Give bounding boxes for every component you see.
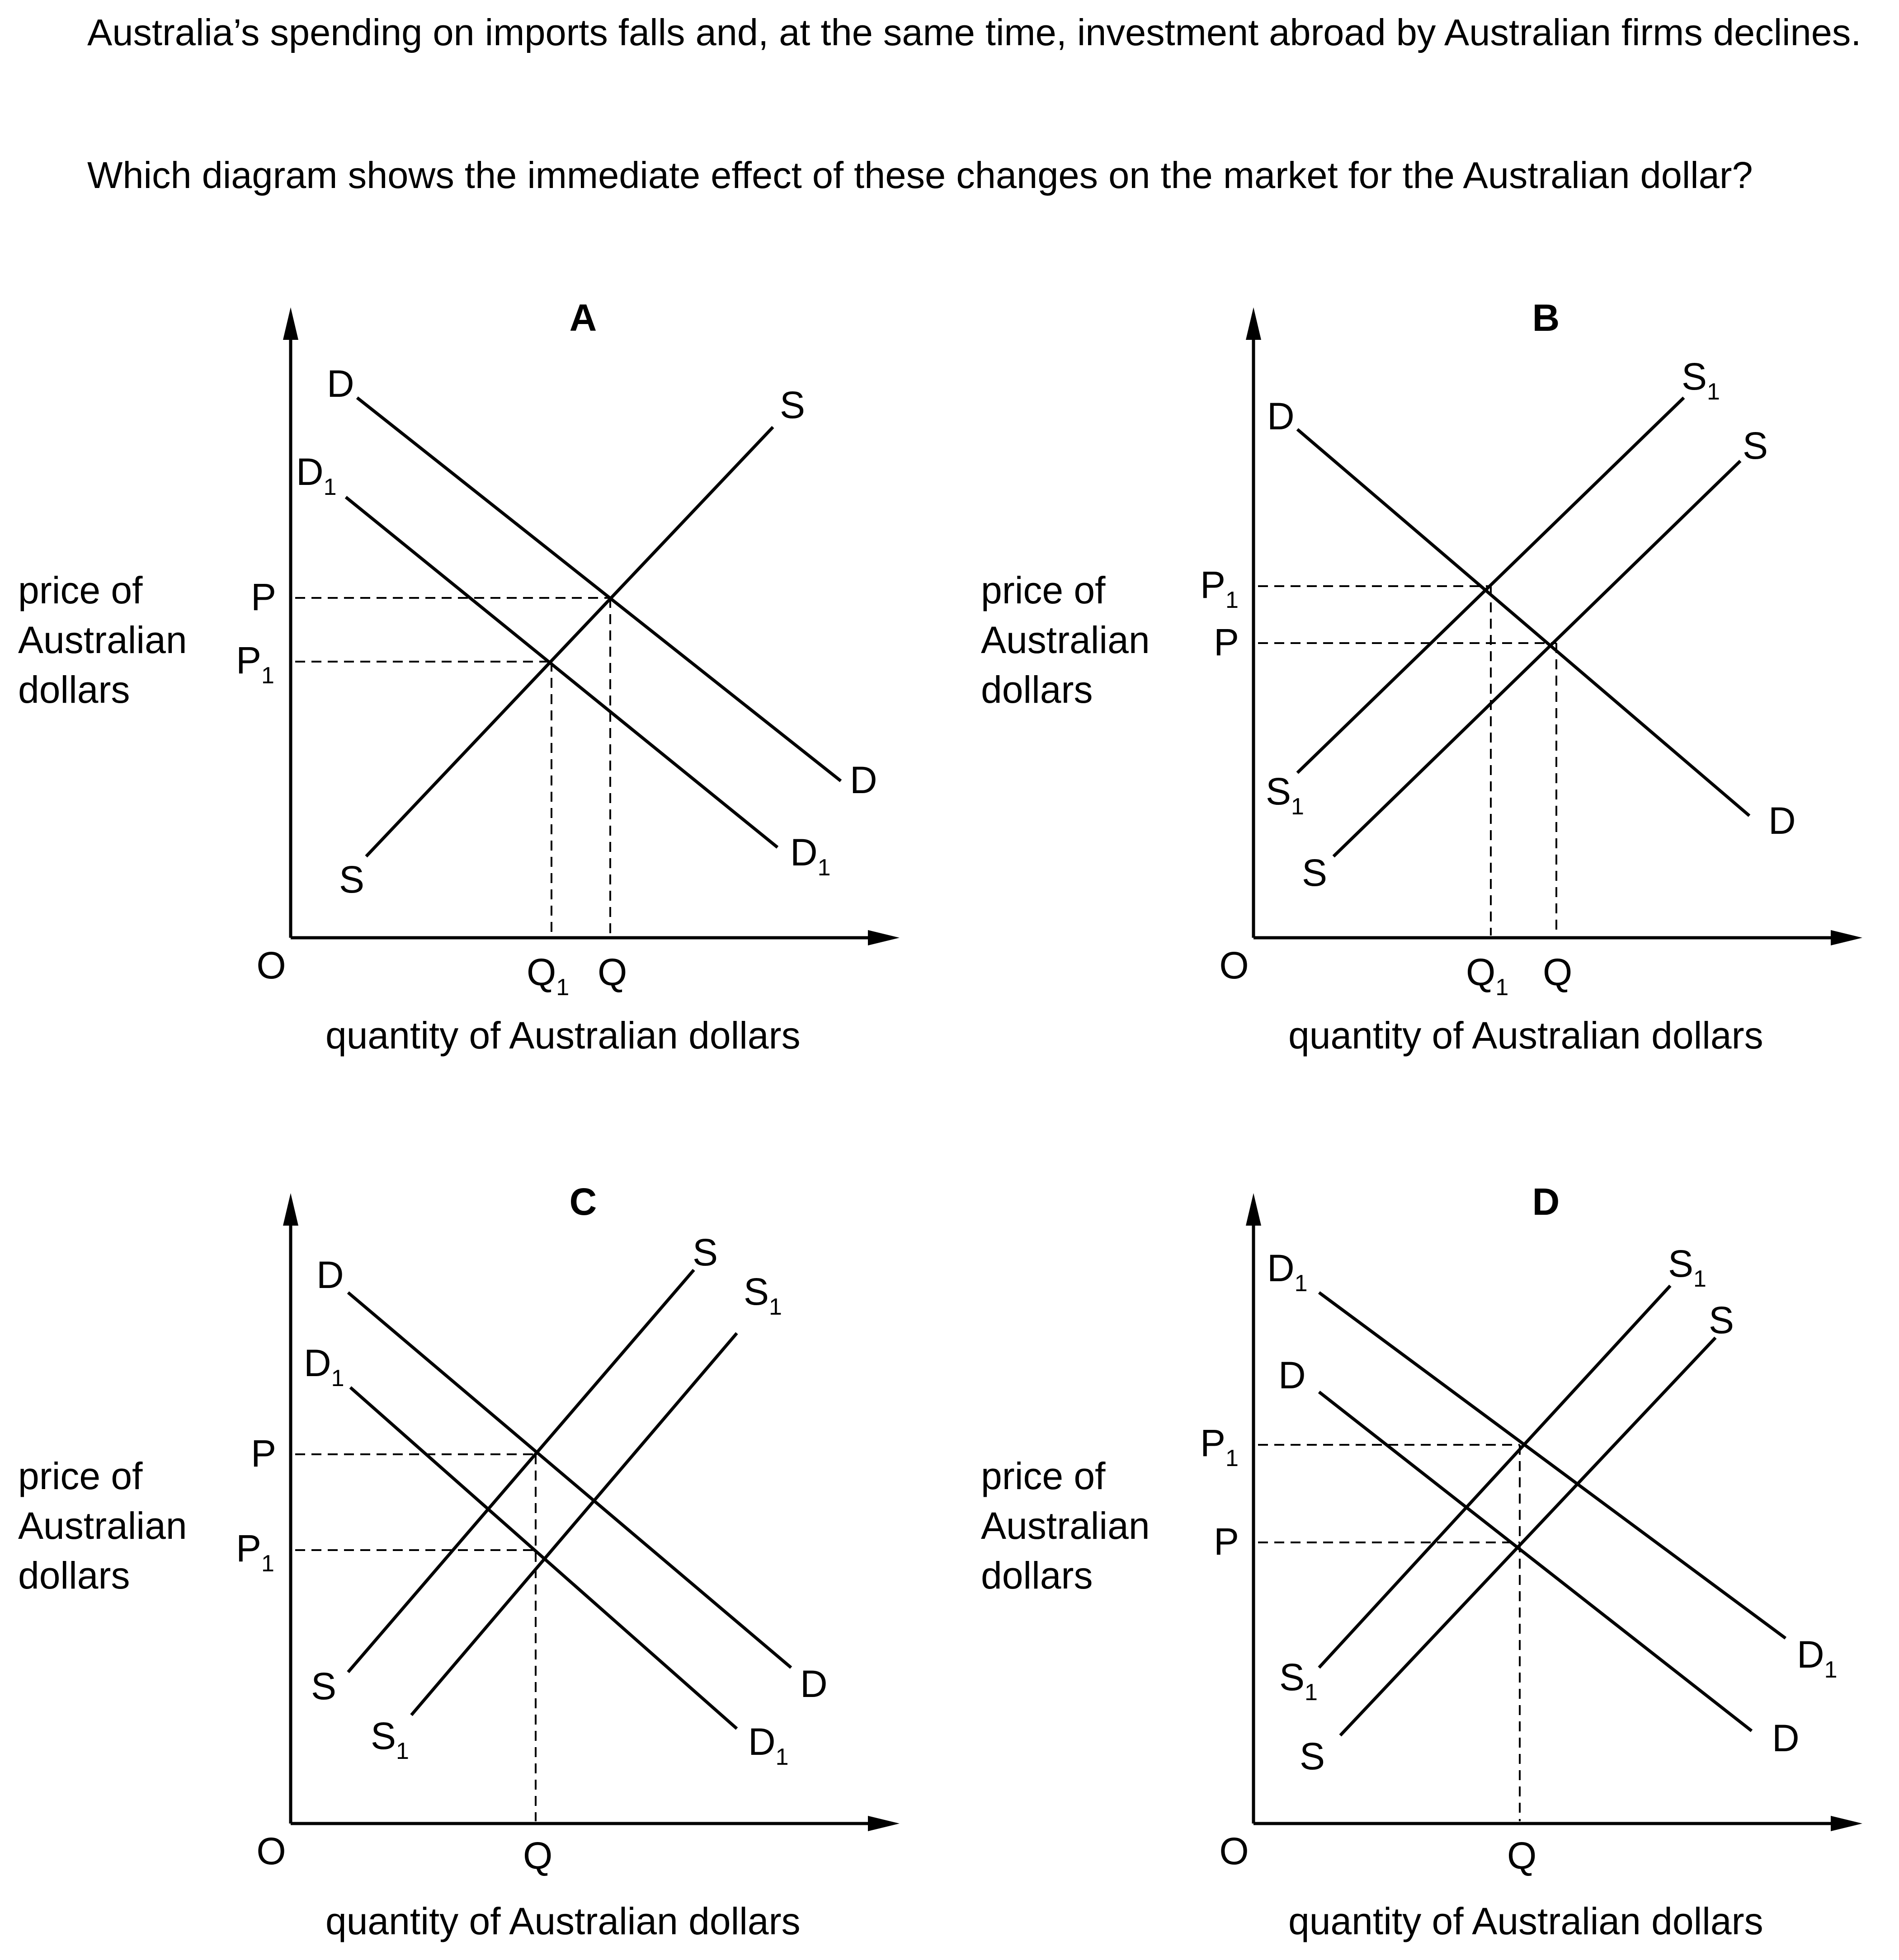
diagram-d-origin: O <box>1219 1830 1249 1872</box>
diagram-c-xlabel: quantity of Australian dollars <box>325 1900 801 1942</box>
diagram-b-quantity-label-q1: Q1 <box>1466 951 1508 1001</box>
diagram-b-supply-label-top: S <box>1743 424 1768 467</box>
diagram-b-price-label-p1: P1 <box>1200 564 1239 613</box>
diagram-c-supply1-label-top: S1 <box>744 1270 782 1320</box>
diagram-d-y-arrow <box>1246 1193 1261 1226</box>
diagram-c-demand-label-end: D <box>800 1663 828 1705</box>
diagram-a-supply-label-top: S <box>780 384 805 426</box>
diagram-a-supply-label-bottom: S <box>339 858 364 901</box>
diagram-b-price-label-p: P <box>1214 621 1239 663</box>
diagram-b-supply-curve <box>1332 460 1742 858</box>
diagram-d-demand1-label-top: D1 <box>1267 1247 1308 1297</box>
diagram-a-demand-curve <box>356 396 842 782</box>
diagram-c-price-label-p1: P1 <box>236 1527 274 1577</box>
diagram-d-demand1-label-end: D1 <box>1797 1633 1838 1683</box>
diagram-d-supply1-label-top: S1 <box>1668 1242 1706 1292</box>
diagram-a-quantity-label-q: Q <box>598 951 627 993</box>
diagram-b-supply1-label-top: S1 <box>1682 355 1720 405</box>
diagram-a: A price of Australian dollars quantity o… <box>18 296 900 1057</box>
diagram-b: B price of Australian dollars quantity o… <box>981 296 1862 1057</box>
diagram-c: C price of Australian dollars quantity o… <box>18 1180 900 1942</box>
diagram-b-y-arrow <box>1246 307 1261 340</box>
diagram-d-price-label-p1: P1 <box>1200 1422 1239 1471</box>
diagram-a-quantity-label-q1: Q1 <box>527 951 569 1001</box>
diagram-b-demand-label-top: D <box>1267 395 1295 437</box>
diagram-a-ylabel-2: Australian <box>18 619 187 661</box>
diagram-a-origin: O <box>256 944 286 987</box>
diagram-c-quantity-label-q: Q <box>523 1834 552 1877</box>
diagram-c-supply-label-bottom: S <box>311 1665 336 1707</box>
diagram-c-demand1-label-end: D1 <box>748 1720 789 1770</box>
diagram-c-supply-label-top: S <box>693 1231 718 1274</box>
diagram-a-y-arrow <box>283 307 298 340</box>
diagram-c-ylabel-1: price of <box>18 1455 143 1497</box>
question-premise: Australia’s spending on imports falls an… <box>87 11 1861 53</box>
diagram-b-ylabel-1: price of <box>981 569 1106 611</box>
diagram-c-supply1-label-bottom: S1 <box>371 1715 409 1764</box>
diagram-a-supply-curve <box>365 426 774 858</box>
diagram-d-quantity-label-q: Q <box>1507 1834 1536 1877</box>
diagram-a-demand-label-end: D <box>850 759 877 801</box>
diagram-c-supply-curve <box>347 1269 695 1673</box>
diagram-a-ylabel-3: dollars <box>18 668 130 711</box>
diagram-d-ylabel-2: Australian <box>981 1504 1150 1547</box>
question-prompt: Which diagram shows the immediate effect… <box>87 154 1753 196</box>
diagram-a-demand1-label-top: D1 <box>296 451 337 500</box>
diagram-d-supply-label-bottom: S <box>1300 1735 1325 1777</box>
diagram-b-x-arrow <box>1831 930 1862 945</box>
diagram-b-demand-label-end: D <box>1768 799 1796 842</box>
diagram-d-demand-curve <box>1318 1391 1753 1732</box>
diagram-c-origin: O <box>256 1830 286 1872</box>
diagram-a-demand1-curve <box>344 496 779 849</box>
diagram-b-xlabel: quantity of Australian dollars <box>1288 1014 1763 1057</box>
diagram-b-origin: O <box>1219 944 1249 987</box>
diagram-d-title: D <box>1532 1180 1560 1223</box>
diagram-d-price-label-p: P <box>1214 1520 1239 1563</box>
diagram-c-demand-label-top: D <box>316 1254 344 1296</box>
diagram-c-ylabel-3: dollars <box>18 1554 130 1597</box>
diagram-d-supply1-curve <box>1318 1284 1672 1669</box>
diagram-b-quantity-label-q: Q <box>1543 951 1572 993</box>
diagram-a-price-label-p: P <box>251 576 276 618</box>
diagram-d-demand-label-top: D <box>1278 1354 1306 1396</box>
diagram-a-demand-label-top: D <box>327 362 354 405</box>
diagram-d-demand-label-end: D <box>1772 1717 1800 1759</box>
diagram-a-x-arrow <box>868 930 900 945</box>
diagram-a-title: A <box>570 296 597 339</box>
diagram-d-demand1-curve <box>1318 1291 1787 1640</box>
diagram-c-ylabel-2: Australian <box>18 1504 187 1547</box>
diagram-c-demand1-label-top: D1 <box>304 1342 344 1391</box>
diagram-a-xlabel: quantity of Australian dollars <box>325 1014 801 1057</box>
diagram-b-title: B <box>1532 296 1560 339</box>
diagram-d: D price of Australian dollars quantity o… <box>981 1180 1862 1942</box>
diagram-d-x-arrow <box>1831 1816 1862 1831</box>
diagram-c-x-arrow <box>868 1816 900 1831</box>
diagram-d-supply1-label-bottom: S1 <box>1279 1656 1318 1706</box>
diagram-d-supply-curve <box>1339 1336 1717 1737</box>
diagram-c-demand-curve <box>347 1291 792 1669</box>
diagram-d-ylabel-3: dollars <box>981 1554 1093 1597</box>
diagram-c-price-label-p: P <box>251 1432 276 1475</box>
diagram-c-supply1-curve <box>410 1332 738 1716</box>
diagram-d-xlabel: quantity of Australian dollars <box>1288 1900 1763 1942</box>
diagram-d-supply-label-top: S <box>1709 1299 1734 1341</box>
diagram-c-title: C <box>570 1180 597 1223</box>
diagram-b-supply-label-bottom: S <box>1302 851 1327 894</box>
diagram-b-ylabel-3: dollars <box>981 668 1093 711</box>
diagram-a-ylabel-1: price of <box>18 569 143 611</box>
diagram-b-supply1-label-bottom: S1 <box>1266 770 1304 820</box>
diagram-b-demand-curve <box>1296 428 1751 817</box>
diagram-d-ylabel-1: price of <box>981 1455 1106 1497</box>
diagram-a-price-label-p1: P1 <box>236 639 274 689</box>
diagram-a-demand1-label-end: D1 <box>790 831 831 881</box>
diagram-b-ylabel-2: Australian <box>981 619 1150 661</box>
diagram-c-y-arrow <box>283 1193 298 1226</box>
